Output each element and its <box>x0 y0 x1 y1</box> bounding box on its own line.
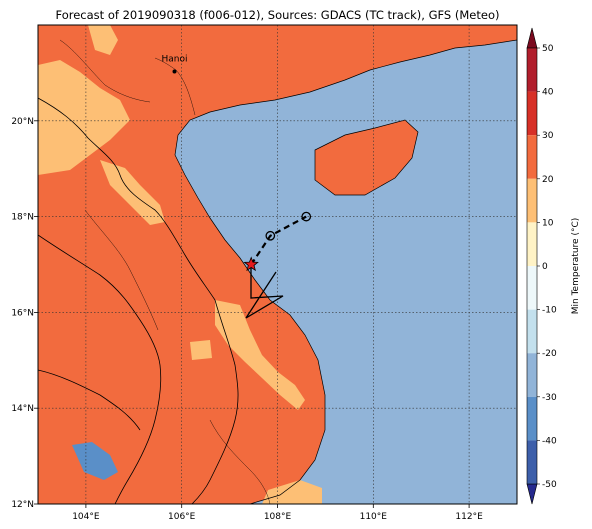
land-mainland <box>38 25 517 504</box>
colorbar-band <box>527 135 537 179</box>
map-axes: 104°E 106°E 108°E 110°E 112°E 12°N 14°N 16°N 18°… <box>11 117 483 522</box>
colorbar-band <box>527 48 537 92</box>
lon-tick-label: 106°E <box>168 512 196 522</box>
colorbar-tick-label: -50 <box>542 480 557 490</box>
cold-zone <box>72 442 118 480</box>
tc-track <box>243 211 312 272</box>
colorbar-tick-label: -10 <box>542 306 557 316</box>
land-mild-zone <box>262 480 322 504</box>
lat-tick-label: 16°N <box>11 308 34 318</box>
map-gridlines <box>38 25 517 504</box>
colorbar-extend-top <box>526 27 538 49</box>
land-mild-zone <box>88 25 118 55</box>
country-borders <box>38 97 239 504</box>
colorbar-band <box>527 178 537 223</box>
colorbar-band <box>527 440 537 484</box>
colorbar-band <box>527 91 537 136</box>
colorbar-band <box>527 353 537 397</box>
wind-barb <box>245 263 284 319</box>
coastline <box>174 39 517 504</box>
colorbar-tick-label: 40 <box>542 88 554 98</box>
colorbar: 50 40 30 20 10 0 -10 -20 -30 -40 -50 <box>526 27 557 505</box>
lat-tick-label: 14°N <box>11 404 34 414</box>
tc-forecast-point <box>265 230 276 241</box>
colorbar-tick-label: -30 <box>542 393 557 403</box>
colorbar-tick-label: -40 <box>542 436 557 446</box>
colorbar-tick-label: 0 <box>542 262 548 272</box>
colorbar-extend-bottom <box>526 483 538 505</box>
lon-tick-label: 110°E <box>360 512 388 522</box>
city-marker <box>172 69 177 74</box>
lat-tick-label: 18°N <box>11 213 34 223</box>
map-plot-area <box>38 25 517 504</box>
colorbar-band <box>527 266 537 310</box>
lon-tick-label: 108°E <box>264 512 292 522</box>
colorbar-band <box>527 309 537 354</box>
colorbar-tick-label: 20 <box>542 175 554 185</box>
city-label: Hanoi <box>162 54 188 64</box>
lat-tick-label: 12°N <box>11 500 34 510</box>
lat-tick-label: 20°N <box>11 117 34 127</box>
lon-tick-label: 104°E <box>72 512 100 522</box>
colorbar-tick-label: -20 <box>542 349 557 359</box>
tc-forecast-point <box>301 211 312 222</box>
land-mild-zone <box>100 160 165 225</box>
city-markers: Hanoi <box>162 54 188 74</box>
colorbar-tick-label: 30 <box>542 131 554 141</box>
colorbar-tick-label: 10 <box>542 218 554 228</box>
land-mild-zone <box>215 300 305 410</box>
colorbar-label: Min Temperature (°C) <box>571 218 581 315</box>
tc-track-line <box>250 215 307 266</box>
map-title: Forecast of 2019090318 (f006-012), Sourc… <box>55 8 500 22</box>
colorbar-band <box>527 222 537 266</box>
land-hainan <box>315 120 418 195</box>
lon-tick-label: 112°E <box>455 512 483 522</box>
coastline-hainan <box>314 119 419 196</box>
colorbar-band <box>527 396 537 441</box>
tc-current-position-star <box>243 256 259 272</box>
colorbar-tick-label: 50 <box>542 44 554 54</box>
land-mild-zone <box>38 60 130 175</box>
land-mild-zone <box>190 340 212 360</box>
